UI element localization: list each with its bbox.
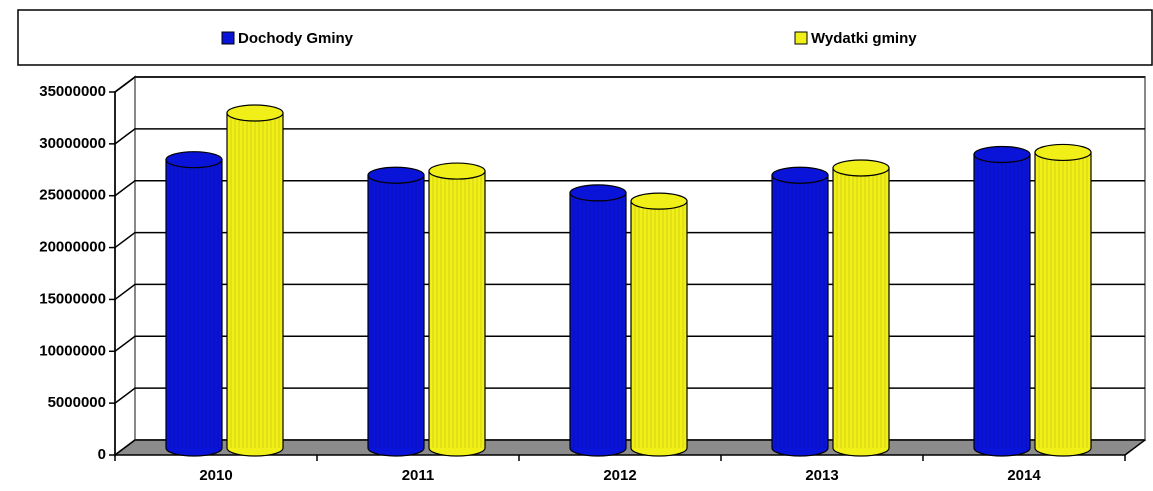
y-tick-label: 35000000 [39, 83, 106, 100]
bar-top [367, 166, 425, 184]
bar-top [973, 145, 1031, 164]
bar-top [428, 162, 486, 180]
x-axis-depth [1124, 439, 1146, 456]
bar [630, 200, 688, 457]
legend-swatch [794, 31, 808, 45]
bar [569, 192, 627, 457]
y-tick-label: 25000000 [39, 187, 106, 204]
bar-top [569, 184, 627, 202]
grid-line [114, 76, 1145, 93]
x-tick-label: 2011 [402, 467, 435, 484]
bar [226, 112, 284, 457]
bar-top [226, 104, 284, 122]
y-tick-label: 30000000 [39, 135, 106, 152]
legend-box [17, 9, 1153, 66]
x-tick-label: 2013 [805, 467, 838, 484]
x-tick-label: 2014 [1007, 467, 1041, 484]
bar [165, 159, 223, 457]
legend-swatch [221, 31, 235, 45]
bar-top [630, 192, 688, 210]
legend-label: Dochody Gminy [238, 30, 354, 47]
bar [367, 174, 425, 457]
y-tick-label: 5000000 [48, 394, 106, 411]
grid-line [114, 128, 1145, 145]
side-wall [114, 75, 136, 457]
legend-label: Wydatki gminy [811, 30, 917, 47]
bar-top [771, 166, 829, 184]
bar [428, 170, 486, 457]
x-tick-label: 2012 [603, 467, 636, 484]
bar-top [165, 151, 223, 169]
y-tick-label: 20000000 [39, 239, 106, 256]
bar [832, 167, 890, 457]
bar-top [832, 159, 890, 177]
x-tick-label: 2010 [199, 467, 232, 484]
bar [1034, 151, 1092, 457]
y-tick-label: 0 [98, 446, 106, 463]
y-tick-label: 10000000 [39, 342, 106, 359]
bar-top [1034, 143, 1092, 162]
y-tick-label: 15000000 [39, 290, 106, 307]
bar [973, 153, 1031, 457]
bar [771, 174, 829, 457]
